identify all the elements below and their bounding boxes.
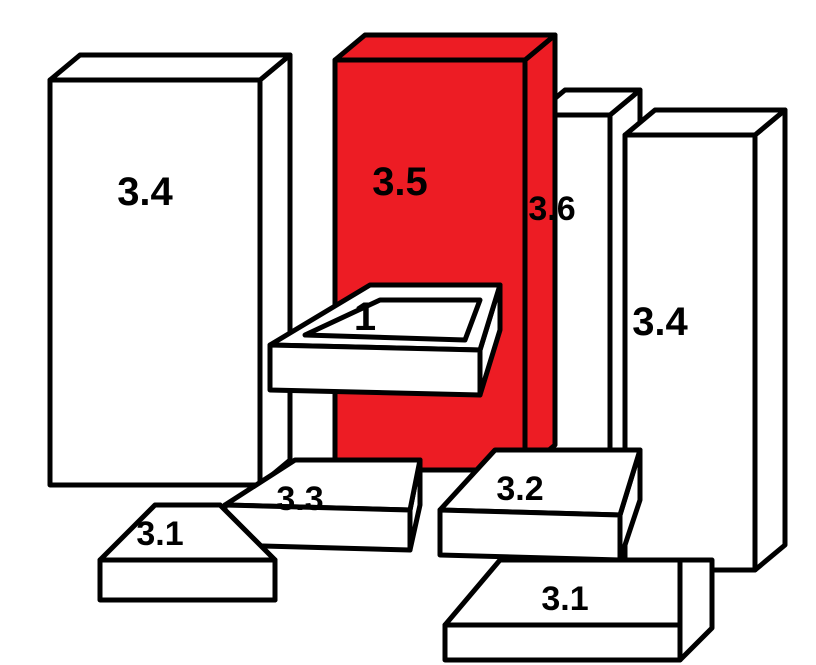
- part-panel_left_34: [50, 55, 290, 485]
- label-panel_left_34: 3.4: [117, 170, 173, 214]
- part-panel_35_highlight: [335, 35, 555, 470]
- label-floor_33: 3.3: [276, 480, 323, 518]
- label-floor_31_left: 3.1: [136, 515, 183, 553]
- label-panel_36: 3.6: [528, 190, 575, 228]
- label-tray_1: 1: [354, 295, 376, 339]
- label-panel_35_highlight: 3.5: [372, 160, 428, 204]
- label-floor_31_right: 3.1: [541, 580, 588, 618]
- exploded-diagram: 3.6 3.5 3.4 3.4 1 3.3 3.2 3.1 3.1: [0, 0, 816, 665]
- label-floor_32: 3.2: [496, 470, 543, 508]
- label-panel_right_34: 3.4: [632, 300, 688, 344]
